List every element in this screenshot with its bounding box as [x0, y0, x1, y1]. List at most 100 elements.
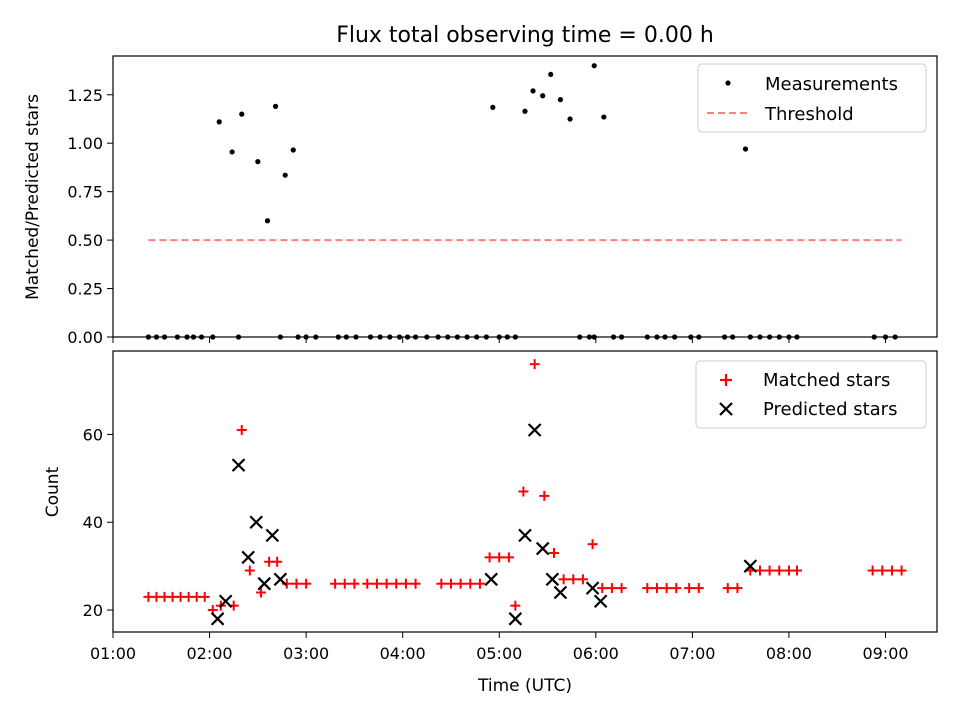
matched-star-point	[867, 565, 878, 576]
top-y-axis-label: Matched/Predicted stars	[23, 94, 43, 300]
measurement-point	[522, 108, 528, 114]
bottom-panel: 20 40 60 01:00 02:00 03:00 04:00 05:00 06:00 07:…	[43, 350, 938, 696]
predicted-star-stroke-b	[545, 572, 560, 587]
predicted-star-point	[249, 515, 264, 530]
measurement-point	[282, 172, 288, 178]
matched-star-point	[445, 578, 456, 589]
matched-star-point	[671, 583, 682, 594]
matched-star-point	[391, 578, 402, 589]
matched-star-point	[503, 552, 514, 563]
predicted-star-stroke-b	[249, 515, 264, 530]
top-y-tick-label: 0.00	[67, 328, 103, 347]
x-tick-label: 08:00	[766, 644, 812, 663]
legend-matched-label: Matched stars	[763, 370, 890, 391]
matched-star-point	[661, 583, 672, 594]
predicted-star-stroke-b	[508, 612, 523, 626]
measurement-point	[601, 114, 607, 120]
bottom-plot-frame	[112, 350, 938, 633]
matched-star-point	[465, 578, 476, 589]
predicted-star-point	[527, 423, 542, 437]
bottom-y-tick-label: 20	[83, 601, 103, 620]
predicted-star-stroke-b	[743, 559, 758, 573]
matched-star-point	[577, 574, 588, 585]
matched-star-point	[548, 547, 559, 558]
matched-star-point	[436, 578, 447, 589]
bottom-y-tick-label: 40	[83, 513, 103, 532]
predicted-star-point	[257, 576, 272, 591]
predicted-star-point	[508, 612, 523, 626]
predicted-star-stroke-b	[273, 572, 288, 587]
matched-star-point	[587, 539, 598, 550]
matched-star-point	[791, 565, 802, 576]
predicted-star-stroke-b	[210, 612, 225, 626]
measurement-point	[557, 97, 564, 103]
predicted-star-stroke-b	[535, 541, 550, 556]
predicted-star-point	[518, 528, 532, 543]
predicted-star-stroke-b	[484, 572, 498, 587]
predicted-star-point	[553, 585, 568, 600]
bottom-legend-box	[695, 360, 927, 429]
top-y-tick-label: 1.25	[67, 86, 103, 105]
measurement-point	[548, 71, 554, 78]
top-y-tick-label: 0.25	[67, 280, 103, 299]
predicted-star-point	[484, 572, 498, 587]
x-tick-label: 01:00	[90, 644, 136, 663]
x-tick-label: 09:00	[862, 644, 908, 663]
legend-measurements-label: Measurements	[765, 74, 898, 95]
x-tick-label: 03:00	[283, 644, 329, 663]
measurement-point	[229, 149, 235, 155]
predicted-star-point	[231, 458, 246, 472]
x-tick-label: 04:00	[380, 644, 426, 663]
predicted-star-point	[273, 572, 288, 587]
predicted-star-stroke-b	[231, 458, 246, 472]
matched-star-point	[693, 583, 704, 594]
matched-star-point	[642, 583, 653, 594]
measurement-point	[530, 88, 536, 94]
bottom-y-ticks: 20 40 60	[83, 425, 113, 620]
x-tick-label: 05:00	[476, 644, 522, 663]
top-y-tick-label: 1.00	[67, 134, 103, 153]
predicted-star-stroke-b	[527, 423, 542, 437]
top-plot-frame	[112, 55, 938, 338]
top-y-tick-label: 0.75	[67, 183, 103, 202]
matched-star-point	[877, 565, 888, 576]
matched-star-point	[886, 565, 897, 576]
measurement-point	[272, 103, 279, 109]
bottom-series	[143, 359, 907, 626]
predicted-star-stroke-b	[585, 581, 600, 595]
x-tick-label: 06:00	[573, 644, 619, 663]
matched-star-point	[616, 583, 627, 594]
matched-star-point	[539, 490, 550, 501]
matched-star-point	[474, 578, 485, 589]
matched-star-point	[568, 574, 579, 585]
matched-star-point	[330, 578, 341, 589]
measurement-point	[290, 147, 296, 153]
matched-star-point	[301, 578, 312, 589]
measurement-point	[540, 93, 546, 99]
matched-star-point	[291, 578, 302, 589]
matched-star-point	[651, 583, 662, 594]
chart-title: Flux total observing time = 0.00 h	[336, 23, 714, 48]
matched-star-point	[199, 591, 210, 602]
matched-star-point	[244, 565, 255, 576]
top-legend-box	[697, 63, 927, 133]
predicted-star-stroke-b	[218, 594, 233, 609]
predicted-star-stroke-b	[257, 576, 272, 591]
measurement-point	[255, 159, 261, 165]
matched-star-point	[764, 565, 775, 576]
bottom-x-ticks: 01:00 02:00 03:00 04:00 05:00 06:00 07:00 08:00…	[90, 632, 909, 663]
matched-star-point	[339, 578, 350, 589]
matched-star-point	[510, 600, 521, 611]
x-axis-label: Time (UTC)	[477, 676, 572, 696]
matched-star-point	[362, 578, 373, 589]
predicted-star-point	[535, 541, 550, 556]
matched-star-point	[722, 583, 733, 594]
legend-threshold-label: Threshold	[764, 104, 854, 125]
top-y-ticks: 0.00 0.25 0.50 0.75 1.00 1.25	[67, 86, 113, 347]
matched-star-point	[272, 556, 283, 567]
matched-star-point	[349, 578, 360, 589]
matched-star-point	[400, 578, 411, 589]
measurement-point	[264, 218, 271, 224]
measurement-point	[490, 104, 496, 110]
